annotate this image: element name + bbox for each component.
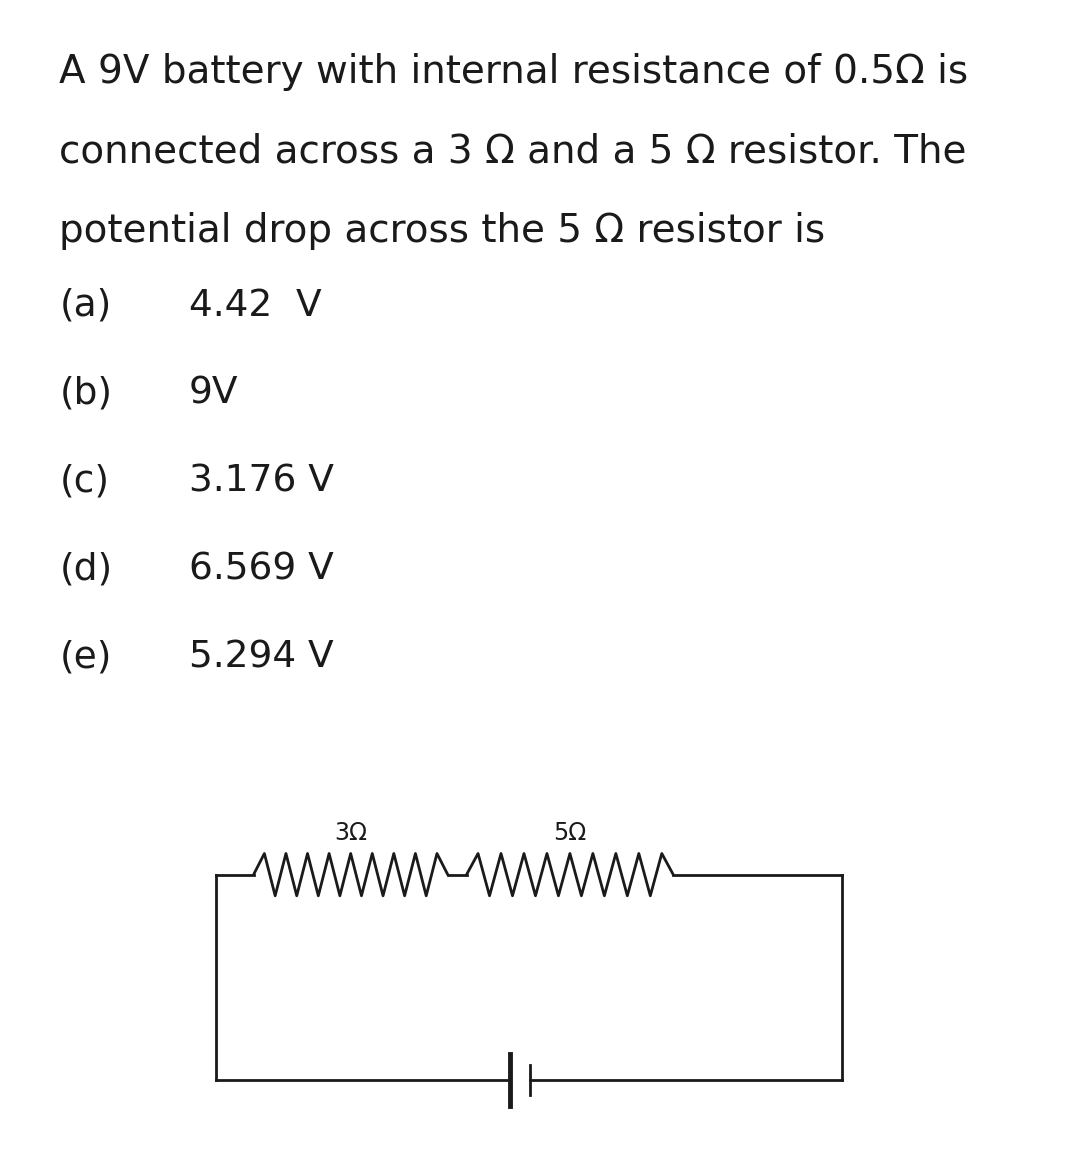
Text: A 9V battery with internal resistance of 0.5Ω is: A 9V battery with internal resistance of… [59, 53, 969, 90]
Text: (a): (a) [59, 288, 111, 324]
Text: (b): (b) [59, 376, 112, 412]
Text: 6.569 V: 6.569 V [189, 552, 334, 588]
Text: 3Ω: 3Ω [334, 822, 367, 845]
Text: (d): (d) [59, 552, 112, 588]
Text: connected across a 3 Ω and a 5 Ω resistor. The: connected across a 3 Ω and a 5 Ω resisto… [59, 133, 967, 170]
Text: (c): (c) [59, 464, 109, 500]
Text: potential drop across the 5 Ω resistor is: potential drop across the 5 Ω resistor i… [59, 212, 825, 250]
Text: 4.42  V: 4.42 V [189, 288, 322, 324]
Text: 5Ω: 5Ω [553, 822, 586, 845]
Text: (e): (e) [59, 640, 111, 676]
Text: 3.176 V: 3.176 V [189, 464, 334, 500]
Text: 5.294 V: 5.294 V [189, 640, 334, 676]
Text: 9V: 9V [189, 376, 239, 412]
